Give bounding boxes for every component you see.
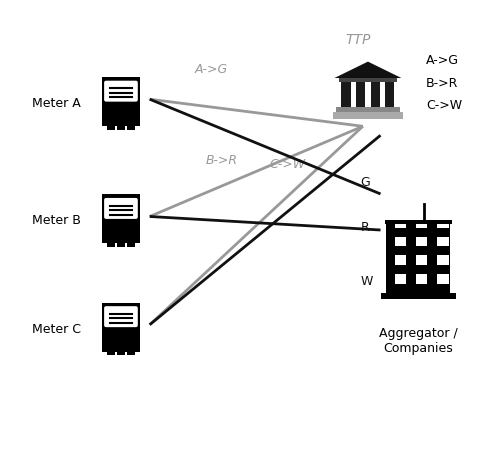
- FancyBboxPatch shape: [104, 81, 138, 101]
- FancyBboxPatch shape: [101, 194, 140, 244]
- Text: Meter B: Meter B: [32, 215, 81, 227]
- Bar: [416, 255, 427, 265]
- Text: A->G: A->G: [195, 64, 228, 76]
- FancyBboxPatch shape: [101, 303, 140, 352]
- Text: Aggregator /
Companies: Aggregator / Companies: [379, 327, 458, 355]
- Text: W: W: [360, 276, 373, 288]
- FancyBboxPatch shape: [101, 77, 140, 126]
- Bar: [416, 237, 427, 246]
- Text: TTP: TTP: [345, 33, 370, 47]
- Bar: [333, 112, 403, 119]
- Bar: [437, 218, 449, 228]
- FancyBboxPatch shape: [104, 198, 138, 219]
- Bar: [341, 81, 351, 107]
- Bar: [339, 78, 397, 82]
- Text: R: R: [360, 221, 369, 234]
- Text: B->R: B->R: [206, 154, 238, 166]
- Bar: [395, 255, 406, 265]
- Polygon shape: [335, 62, 401, 78]
- Text: G: G: [360, 176, 370, 189]
- Bar: [385, 221, 452, 224]
- Bar: [395, 218, 406, 228]
- Bar: [381, 293, 456, 299]
- Bar: [356, 81, 365, 107]
- Text: Meter A: Meter A: [32, 97, 81, 110]
- Bar: [127, 243, 135, 247]
- Text: C->W: C->W: [426, 99, 462, 112]
- Bar: [107, 125, 115, 130]
- Bar: [437, 255, 449, 265]
- Bar: [117, 243, 125, 247]
- Bar: [437, 274, 449, 284]
- Text: Meter C: Meter C: [32, 323, 81, 336]
- Bar: [385, 81, 394, 107]
- Text: B->R: B->R: [426, 77, 458, 90]
- Bar: [437, 237, 449, 246]
- Bar: [107, 243, 115, 247]
- Bar: [395, 237, 406, 246]
- Text: C->W: C->W: [269, 158, 305, 171]
- Bar: [416, 274, 427, 284]
- Bar: [127, 351, 135, 355]
- Bar: [336, 107, 400, 112]
- Bar: [386, 223, 451, 294]
- FancyBboxPatch shape: [104, 306, 138, 327]
- Text: A->G: A->G: [426, 54, 459, 67]
- Bar: [127, 125, 135, 130]
- Bar: [371, 81, 380, 107]
- Bar: [107, 351, 115, 355]
- Bar: [117, 125, 125, 130]
- Bar: [416, 218, 427, 228]
- Bar: [395, 274, 406, 284]
- Bar: [117, 351, 125, 355]
